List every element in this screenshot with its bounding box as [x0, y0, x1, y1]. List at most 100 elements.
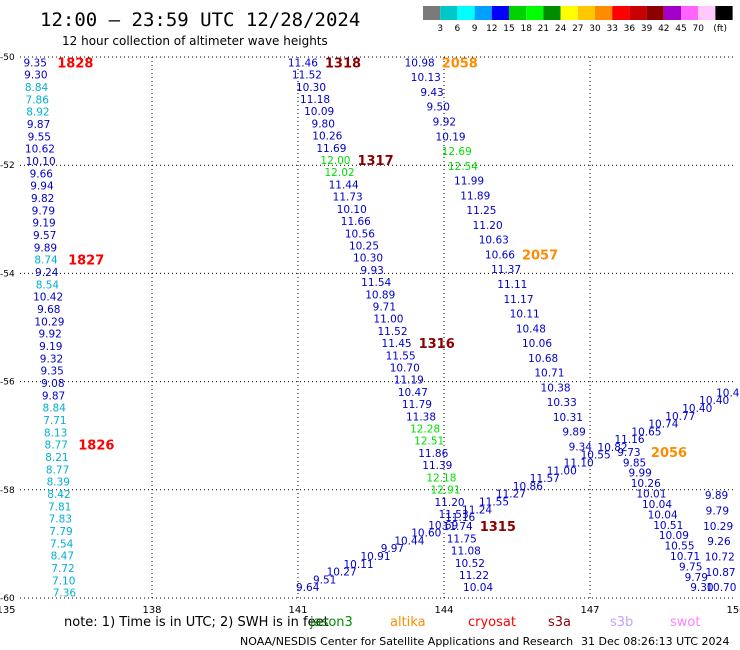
wave-height-value: 10.26	[631, 478, 661, 490]
wave-height-value: 10.11	[510, 309, 540, 321]
wave-height-value: 10.48	[516, 323, 546, 335]
wave-height-value: 10.71	[670, 551, 700, 563]
wave-height-value: 12.28	[410, 424, 440, 436]
pass-time-label: 1317	[357, 154, 393, 169]
wave-height-value: 10.86	[513, 481, 543, 493]
legend-tick-label: 30	[589, 24, 601, 34]
wave-height-value: 10.04	[463, 582, 493, 594]
wave-height-value: 8.92	[26, 107, 49, 119]
satellite-track: 11.4611.5210.3011.1810.099.8010.2611.691…	[288, 56, 516, 594]
wave-height-value: 10.47	[398, 387, 428, 399]
wave-height-value: 11.89	[460, 190, 490, 202]
satellite-name: s3b	[610, 615, 633, 630]
wave-height-value: 10.62	[25, 144, 55, 156]
wave-height-value: 8.47	[51, 551, 74, 563]
legend-tick-label: 9	[472, 24, 478, 34]
x-tick-label: 135	[0, 605, 16, 616]
credit-text: NOAA/NESDIS Center for Satellite Applica…	[240, 635, 573, 648]
wave-height-value: 11.69	[316, 143, 346, 155]
legend-swatch	[629, 6, 647, 20]
wave-height-value: 7.83	[49, 514, 72, 526]
wave-height-value: 10.55	[664, 541, 694, 553]
wave-height-value: 11.44	[329, 179, 359, 191]
legend-swatch	[440, 6, 458, 20]
chart-title: 12:00 — 23:59 UTC 12/28/2024	[40, 9, 360, 31]
legend-tick-label: 3	[437, 24, 443, 34]
wave-height-value: 10.72	[705, 552, 735, 564]
wave-height-value: 10.68	[528, 353, 558, 365]
wave-height-value: 10.89	[365, 289, 395, 301]
wave-height-value: 10.09	[304, 106, 334, 118]
legend-swatch	[526, 6, 544, 20]
y-tick-label: -50	[0, 53, 15, 63]
wave-height-value: 11.37	[491, 264, 521, 276]
legend-tick-label: 36	[624, 24, 636, 34]
wave-height-value: 9.68	[37, 304, 60, 316]
wave-height-value: 11.16	[445, 512, 475, 524]
legend-swatch	[612, 6, 630, 20]
wave-height-value: 11.75	[447, 533, 477, 545]
legend-tick-label: 18	[520, 24, 532, 34]
wave-height-value: 10.63	[479, 235, 509, 247]
satellite-track: 9.649.5110.2710.1110.919.9710.4410.6010.…	[296, 387, 740, 594]
wave-height-value: 11.99	[454, 176, 484, 188]
wave-height-value: 7.71	[43, 415, 66, 427]
wave-height-value: 12.18	[426, 472, 456, 484]
legend-swatch	[595, 6, 613, 20]
wave-height-value: 10.26	[312, 131, 342, 143]
wave-height-value: 11.20	[435, 497, 465, 509]
x-tick-label: 147	[580, 605, 599, 616]
timestamp-text: 31 Dec 08:26:13 UTC 2024	[581, 635, 729, 648]
wave-height-value: 12.91	[430, 485, 460, 497]
wave-height-value: 10.30	[353, 253, 383, 265]
wave-height-value: 10.69	[428, 520, 458, 532]
legend-swatch	[474, 6, 492, 20]
x-tick-label: 150	[726, 605, 740, 616]
wave-height-value: 9.97	[381, 543, 404, 555]
wave-height-value: 9.19	[32, 218, 55, 230]
wave-height-value: 11.19	[394, 375, 424, 387]
wave-height-value: 11.53	[439, 509, 469, 521]
plot-area: 135 138 141 144 147 150 -50 -52 -54 -56 -58 -60 9.35…	[0, 53, 740, 616]
wave-height-value: 11.46	[288, 57, 318, 69]
wave-height-value: 12.54	[448, 161, 478, 173]
wave-height-value: 8.21	[45, 452, 68, 464]
wave-height-value: 8.84	[43, 403, 67, 415]
wave-height-value: 11.57	[530, 473, 560, 485]
legend-tick-label: 24	[555, 24, 567, 34]
wave-height-value: 7.36	[53, 588, 77, 600]
satellite-name: swot	[670, 615, 700, 630]
wave-height-value: 9.89	[705, 490, 728, 502]
satellite-legend: jason3 altika cryosat s3a s3b swot	[309, 615, 700, 630]
wave-height-value: 12.02	[325, 167, 355, 179]
legend-unit: (ft)	[713, 24, 727, 34]
wave-height-value: 10.44	[716, 387, 740, 399]
wave-height-value: 11.79	[402, 399, 432, 411]
y-tick-label: -58	[0, 486, 15, 496]
wave-height-value: 11.18	[300, 94, 330, 106]
wave-height-value: 7.72	[51, 563, 74, 575]
satellite-track: 9.739.859.9910.2610.0110.0410.0410.5110.…	[617, 446, 713, 594]
legend-swatch	[543, 6, 561, 20]
wave-height-value: 9.82	[31, 193, 54, 205]
pass-time-label: 1827	[68, 254, 104, 269]
legend-swatch	[715, 6, 733, 20]
wave-height-value: 10.30	[296, 82, 326, 94]
wave-height-value: 9.80	[312, 118, 335, 130]
wave-height-value: 8.39	[47, 477, 70, 489]
wave-height-value: 11.11	[497, 279, 527, 291]
wave-height-value: 10.40	[699, 395, 729, 407]
satellite-name: altika	[390, 615, 426, 630]
wave-height-value: 10.10	[337, 204, 367, 216]
wave-height-value: 8.42	[47, 489, 70, 501]
y-tick-label: -52	[0, 161, 15, 171]
wave-height-value: 10.70	[706, 582, 736, 594]
legend-tick-label: 15	[503, 24, 514, 34]
pass-time-label: 1828	[57, 56, 93, 71]
wave-height-value: 10.71	[534, 368, 564, 380]
pass-time-label: 1316	[419, 337, 455, 352]
y-tick-label: -60	[0, 594, 15, 604]
wave-height-value: 11.86	[418, 448, 448, 460]
wave-height-value: 11.52	[377, 326, 407, 338]
